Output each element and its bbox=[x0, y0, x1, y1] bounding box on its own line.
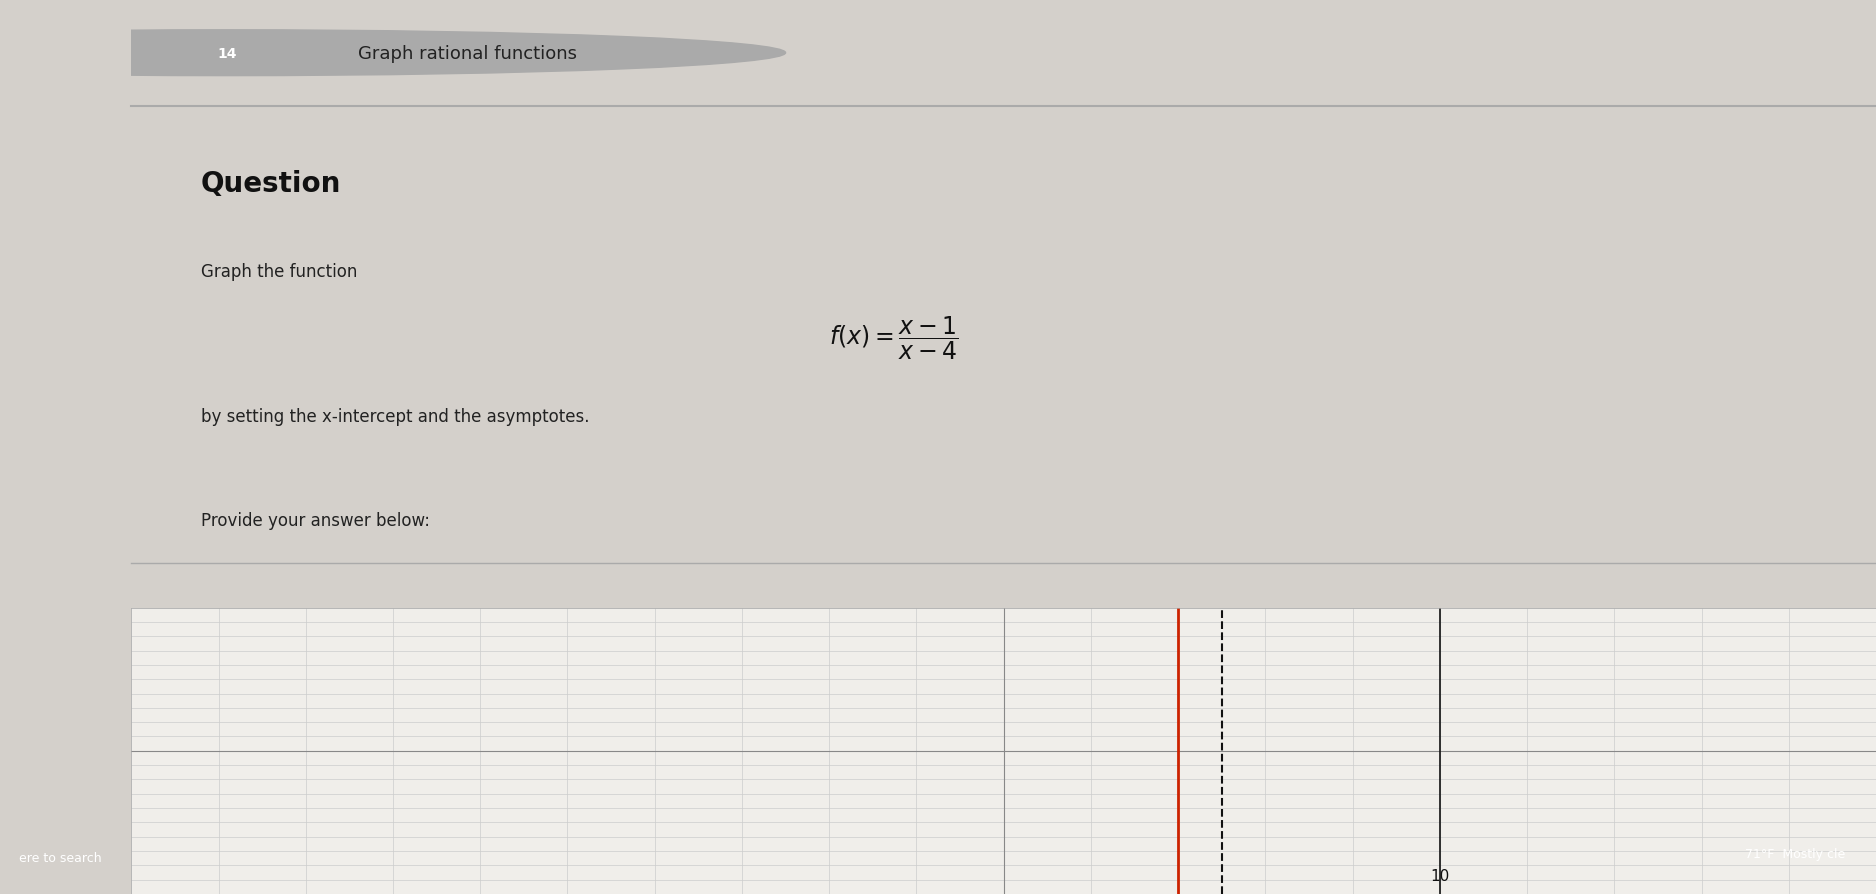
Text: 71°F  Mostly cle: 71°F Mostly cle bbox=[1745, 848, 1844, 860]
Circle shape bbox=[0, 30, 786, 77]
Text: ere to search: ere to search bbox=[19, 850, 101, 864]
Text: 14: 14 bbox=[218, 46, 236, 61]
Text: $f(x) = \dfrac{x-1}{x-4}$: $f(x) = \dfrac{x-1}{x-4}$ bbox=[829, 315, 959, 362]
Text: Provide your answer below:: Provide your answer below: bbox=[201, 511, 430, 530]
Text: Question: Question bbox=[201, 170, 341, 198]
Text: Graph the function: Graph the function bbox=[201, 263, 358, 281]
Text: Graph rational functions: Graph rational functions bbox=[358, 45, 578, 63]
Text: 10: 10 bbox=[1430, 868, 1450, 883]
Text: by setting the x-intercept and the asymptotes.: by setting the x-intercept and the asymp… bbox=[201, 408, 589, 426]
